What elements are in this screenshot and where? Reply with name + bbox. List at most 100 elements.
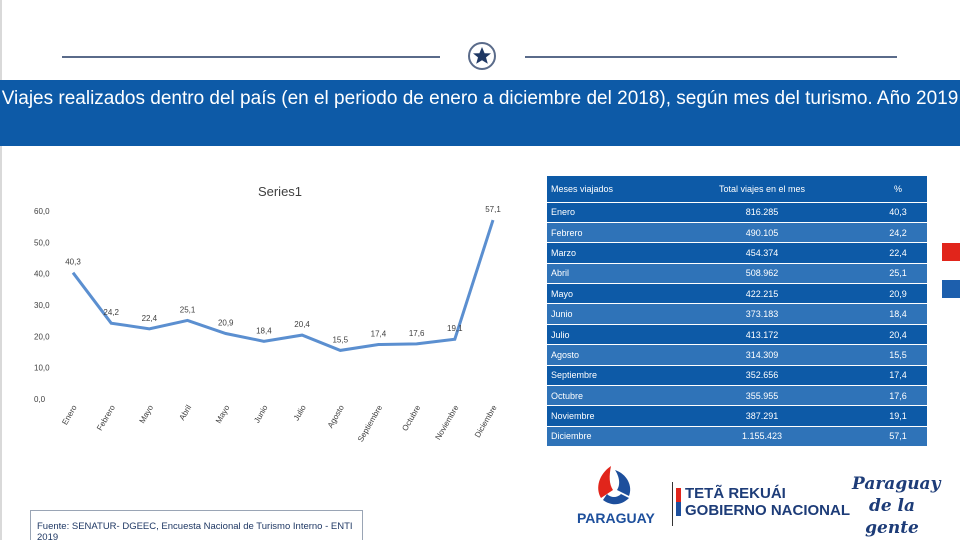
table-cell-percent: 17,4 bbox=[868, 365, 927, 387]
gov-line-1: TETÃ REKUÁI bbox=[685, 485, 786, 502]
table-cell-percent: 20,4 bbox=[868, 324, 927, 346]
y-tick-label: 10,0 bbox=[34, 364, 50, 373]
paraguay-logo-text: PARAGUAY bbox=[577, 510, 655, 526]
slogan-line-1: Paraguay bbox=[852, 474, 941, 494]
col-header-total: Total viajes en el mes bbox=[655, 176, 869, 203]
table-row: Abril 508.962 25,1 bbox=[547, 263, 927, 285]
table-cell-percent: 57,1 bbox=[868, 426, 927, 448]
table-cell-total: 1.155.423 bbox=[655, 426, 869, 448]
x-axis-ticks: Enero Febrero Mayo Abril Mayo Junio Julio Agost… bbox=[60, 403, 499, 443]
header-rule-right bbox=[525, 56, 897, 58]
table-row: Junio 373.183 18,4 bbox=[547, 303, 927, 325]
data-label: 15,5 bbox=[332, 335, 348, 344]
table-cell-percent: 15,5 bbox=[868, 344, 927, 366]
table-cell-total: 387.291 bbox=[655, 405, 869, 427]
table-row: Febrero 490.105 24,2 bbox=[547, 222, 927, 244]
data-label: 20,4 bbox=[294, 320, 310, 329]
data-label: 22,4 bbox=[142, 314, 158, 323]
y-tick-label: 50,0 bbox=[34, 238, 50, 247]
table-cell-month: Septiembre bbox=[547, 365, 655, 387]
table-cell-total: 314.309 bbox=[655, 344, 869, 366]
gov-flag-red bbox=[676, 488, 681, 502]
data-labels: 40,3 24,2 22,4 25,1 20,9 18,4 20,4 15,5 17,4 17,6… bbox=[65, 205, 501, 344]
table-cell-total: 816.285 bbox=[655, 202, 869, 223]
table-cell-month: Julio bbox=[547, 324, 655, 346]
table-cell-percent: 18,4 bbox=[868, 303, 927, 325]
left-frame-line bbox=[0, 0, 2, 540]
y-tick-label: 0,0 bbox=[34, 395, 46, 404]
x-tick-label: Mayo bbox=[138, 403, 156, 425]
table-cell-percent: 17,6 bbox=[868, 385, 927, 407]
paraguay-brand-logo-icon bbox=[598, 466, 631, 505]
table-cell-month: Noviembre bbox=[547, 405, 655, 427]
table-row: Agosto 314.309 15,5 bbox=[547, 344, 927, 366]
table-cell-month: Octubre bbox=[547, 385, 655, 407]
table-cell-percent: 25,1 bbox=[868, 263, 927, 285]
x-tick-label: Abril bbox=[177, 403, 193, 422]
col-header-month: Meses viajados bbox=[547, 176, 655, 203]
x-tick-label: Mayo bbox=[214, 403, 232, 425]
table-cell-month: Febrero bbox=[547, 222, 655, 244]
x-tick-label: Octubre bbox=[400, 403, 422, 433]
table-cell-total: 422.215 bbox=[655, 283, 869, 305]
slogan-line-2: de la gente bbox=[865, 496, 919, 538]
y-axis-ticks: 0,0 10,0 20,0 30,0 40,0 50,0 60,0 bbox=[34, 207, 50, 404]
side-accent-blue bbox=[942, 280, 960, 298]
table-cell-percent: 40,3 bbox=[868, 202, 927, 223]
table-cell-total: 352.656 bbox=[655, 365, 869, 387]
data-label: 17,4 bbox=[371, 329, 387, 338]
chart-svg: Series1 0,0 10,0 20,0 30,0 40,0 50,0 60,0 Ener… bbox=[34, 184, 501, 443]
footer-divider bbox=[672, 482, 673, 526]
y-tick-label: 30,0 bbox=[34, 301, 50, 310]
table-cell-month: Diciembre bbox=[547, 426, 655, 448]
table-cell-percent: 20,9 bbox=[868, 283, 927, 305]
y-tick-label: 40,0 bbox=[34, 270, 50, 279]
table-cell-month: Mayo bbox=[547, 283, 655, 305]
data-label: 17,6 bbox=[409, 329, 425, 338]
data-table: Meses viajados Total viajes en el mes % … bbox=[547, 176, 927, 448]
table-cell-percent: 19,1 bbox=[868, 405, 927, 427]
data-label: 18,4 bbox=[256, 326, 272, 335]
data-label: 25,1 bbox=[180, 305, 196, 314]
side-accent-red bbox=[942, 243, 960, 261]
gov-flag-blue bbox=[676, 502, 681, 516]
table-row: Noviembre 387.291 19,1 bbox=[547, 405, 927, 427]
table-row: Septiembre 352.656 17,4 bbox=[547, 365, 927, 387]
table-cell-total: 508.962 bbox=[655, 263, 869, 285]
table-cell-month: Agosto bbox=[547, 344, 655, 366]
government-logo-text: TETÃ REKUÁI GOBIERNO NACIONAL bbox=[685, 485, 850, 519]
x-tick-label: Junio bbox=[252, 403, 270, 425]
col-header-percent: % bbox=[868, 176, 927, 203]
table-cell-month: Enero bbox=[547, 202, 655, 223]
data-label: 57,1 bbox=[485, 205, 501, 214]
y-tick-label: 20,0 bbox=[34, 332, 50, 341]
table-row: Diciembre 1.155.423 57,1 bbox=[547, 426, 927, 448]
x-tick-label: Noviembre bbox=[433, 403, 460, 441]
slogan-logo: Paraguay de la gente bbox=[852, 473, 941, 539]
data-label: 40,3 bbox=[65, 258, 81, 267]
national-seal-icon bbox=[468, 42, 496, 70]
data-label: 20,9 bbox=[218, 319, 234, 328]
x-tick-label: Julio bbox=[292, 403, 308, 422]
table-cell-total: 490.105 bbox=[655, 222, 869, 244]
chart-title: Series1 bbox=[258, 184, 302, 199]
table-cell-total: 373.183 bbox=[655, 303, 869, 325]
table-row: Octubre 355.955 17,6 bbox=[547, 385, 927, 407]
page-title: Viajes realizados dentro del país (en el… bbox=[0, 80, 960, 146]
table-cell-percent: 24,2 bbox=[868, 222, 927, 244]
table-row: Enero 816.285 40,3 bbox=[547, 202, 927, 223]
table-cell-month: Marzo bbox=[547, 242, 655, 264]
table-cell-total: 454.374 bbox=[655, 242, 869, 264]
table-header-row: Meses viajados Total viajes en el mes % bbox=[547, 176, 927, 203]
x-tick-label: Agosto bbox=[326, 403, 347, 430]
header-rule-left bbox=[62, 56, 440, 58]
x-tick-label: Septiembre bbox=[356, 403, 385, 443]
source-note: Fuente: SENATUR- DGEEC, Encuesta Naciona… bbox=[30, 510, 363, 543]
table-cell-month: Junio bbox=[547, 303, 655, 325]
table-cell-total: 413.172 bbox=[655, 324, 869, 346]
gov-line-2: GOBIERNO NACIONAL bbox=[685, 502, 850, 519]
table-cell-percent: 22,4 bbox=[868, 242, 927, 264]
line-chart: Series1 0,0 10,0 20,0 30,0 40,0 50,0 60,0 Ener… bbox=[30, 165, 540, 465]
data-label: 24,2 bbox=[103, 308, 119, 317]
table-row: Marzo 454.374 22,4 bbox=[547, 242, 927, 264]
